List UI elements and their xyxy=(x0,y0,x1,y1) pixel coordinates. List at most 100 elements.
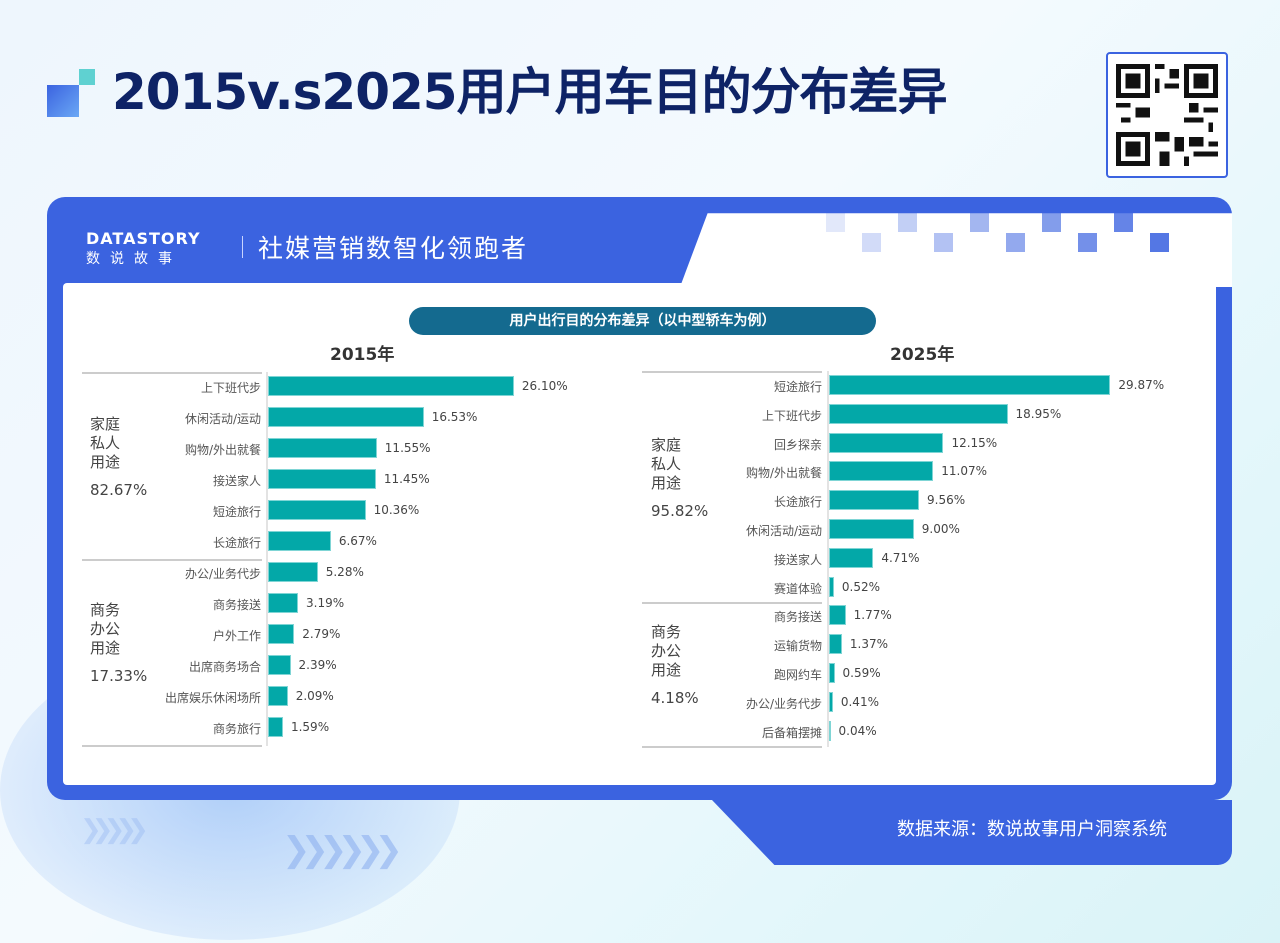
category-label: 上下班代步 xyxy=(761,408,822,423)
chart-2015-title: 2015年 xyxy=(330,345,395,365)
value-label: 1.77% xyxy=(853,608,892,623)
logo-cn: 数说故事 xyxy=(86,251,182,267)
category-label: 休闲活动/运动 xyxy=(184,412,261,426)
arrow-decoration: ❯❯❯❯❯ xyxy=(80,815,149,845)
divider xyxy=(242,236,243,258)
arrow-decoration: ❯❯❯❯❯❯ xyxy=(282,830,403,870)
value-label: 18.95% xyxy=(1015,406,1062,421)
group-label-line: 用途 xyxy=(90,453,121,471)
value-label: 29.87% xyxy=(1118,378,1165,392)
bar xyxy=(268,655,291,675)
title-decoration-square xyxy=(47,85,79,117)
group-total: 17.33% xyxy=(90,667,148,685)
bar xyxy=(829,461,934,482)
datastory-logo: DATASTORY 数说故事 xyxy=(86,229,201,268)
group-divider xyxy=(82,559,262,561)
value-label: 0.41% xyxy=(840,694,879,709)
checker-decoration xyxy=(826,213,1206,253)
footer-tab xyxy=(712,800,1232,865)
value-label: 0.59% xyxy=(842,666,881,680)
value-label: 4.71% xyxy=(881,550,920,565)
title-decoration-square-small xyxy=(79,69,95,85)
bar xyxy=(268,376,514,396)
category-label: 购物/外出就餐 xyxy=(745,466,822,481)
value-label: 26.10% xyxy=(521,379,568,393)
value-label: 16.53% xyxy=(431,410,478,424)
group-label-line: 家庭 xyxy=(651,436,682,455)
qr-code xyxy=(1106,52,1228,178)
qr-code-image xyxy=(1116,64,1218,166)
bar xyxy=(268,469,376,489)
group-label-line: 办公 xyxy=(90,620,121,638)
bar xyxy=(268,686,288,706)
bar xyxy=(829,720,831,741)
group-label-line: 家庭 xyxy=(90,415,121,433)
bar xyxy=(829,490,920,511)
value-label: 9.56% xyxy=(927,493,966,508)
value-label: 9.00% xyxy=(921,522,960,536)
category-label: 运输货物 xyxy=(773,639,822,654)
bar xyxy=(829,605,846,626)
checker-square xyxy=(826,213,845,232)
category-label: 短途旅行 xyxy=(773,380,822,394)
value-label: 3.19% xyxy=(306,596,345,610)
checker-square xyxy=(1042,213,1061,232)
group-label-line: 用途 xyxy=(651,661,682,680)
group-total: 82.67% xyxy=(90,481,148,499)
category-label: 户外工作 xyxy=(212,629,261,643)
bar xyxy=(829,403,1008,424)
value-label: 6.67% xyxy=(338,534,377,548)
group-label-line: 商务 xyxy=(651,623,682,642)
category-label: 购物/外出就餐 xyxy=(184,443,261,457)
value-label: 5.28% xyxy=(325,565,364,579)
value-label: 1.37% xyxy=(849,637,889,652)
group-label-line: 商务 xyxy=(90,601,121,619)
group-label: 家庭 私人 用途 xyxy=(90,415,120,472)
bar xyxy=(829,576,834,597)
bar xyxy=(829,634,842,655)
group-label-line: 用途 xyxy=(651,474,682,493)
slogan: 社媒营销数智化领跑者 xyxy=(258,234,529,263)
group-label-line: 私人 xyxy=(651,455,682,474)
category-label: 接送家人 xyxy=(212,474,261,488)
checker-square xyxy=(862,233,881,252)
axis-line xyxy=(827,371,829,748)
bar xyxy=(268,438,377,458)
bar xyxy=(829,519,914,539)
bar xyxy=(268,500,366,520)
group-divider xyxy=(82,745,262,747)
bar xyxy=(268,624,295,644)
checker-square xyxy=(898,213,917,232)
bar xyxy=(829,663,835,683)
bar xyxy=(268,593,299,613)
value-label: 0.04% xyxy=(838,723,877,738)
category-label: 跑网约车 xyxy=(773,668,822,682)
value-label: 12.15% xyxy=(951,435,998,450)
chart-panel xyxy=(63,283,1216,785)
value-label: 1.59% xyxy=(290,720,330,734)
group-label-line: 用途 xyxy=(90,639,121,657)
category-label: 后备箱摆摊 xyxy=(761,725,822,740)
value-label: 2.39% xyxy=(298,658,337,672)
category-label: 出席娱乐休闲场所 xyxy=(164,691,261,705)
value-label: 10.36% xyxy=(373,503,420,517)
bar xyxy=(829,375,1111,395)
value-label: 11.07% xyxy=(941,464,988,479)
bar xyxy=(268,717,283,737)
category-label: 商务接送 xyxy=(212,598,261,612)
group-divider xyxy=(82,372,262,374)
logo-en: DATASTORY xyxy=(86,229,201,248)
category-label: 出席商务场合 xyxy=(188,660,261,674)
group-total: 95.82% xyxy=(651,502,709,521)
category-label: 回乡探亲 xyxy=(773,437,822,452)
group-label-line: 私人 xyxy=(90,434,121,452)
group-label: 商务 办公 用途 xyxy=(651,623,681,680)
bar xyxy=(268,407,424,427)
group-total: 4.18% xyxy=(651,689,699,708)
bar xyxy=(268,531,331,551)
category-label: 接送家人 xyxy=(773,552,822,567)
value-label: 0.52% xyxy=(841,579,881,594)
category-label: 商务旅行 xyxy=(212,722,261,736)
axis-line xyxy=(266,372,268,746)
checker-square xyxy=(1150,233,1169,252)
